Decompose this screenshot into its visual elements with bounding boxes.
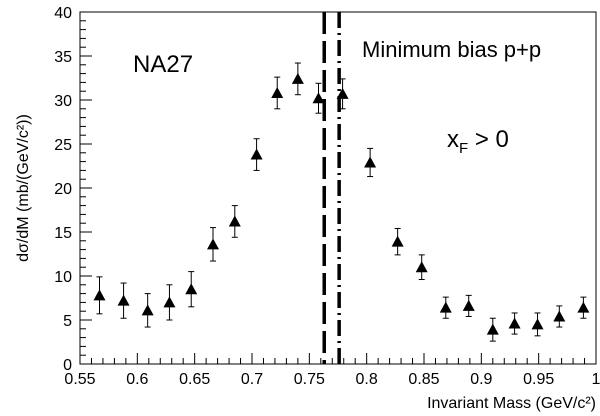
y-axis: 0 5 10 15 20 25 30 35 40 — [54, 5, 92, 374]
data-point — [486, 317, 499, 342]
triangle-marker — [336, 87, 349, 99]
triangle-marker — [508, 317, 521, 329]
y-tick-label: 25 — [54, 137, 72, 154]
data-point — [291, 62, 304, 96]
triangle-marker — [291, 72, 304, 84]
y-axis-title: dσ/dM (mb/(GeV/c²)) — [15, 114, 32, 262]
triangle-marker — [462, 299, 475, 311]
data-point — [228, 205, 241, 238]
cut-main: x — [447, 126, 459, 153]
vertical-lines — [322, 12, 341, 364]
data-point — [93, 276, 106, 315]
data-point — [141, 293, 154, 328]
triangle-marker — [486, 323, 499, 335]
x-tick-label: 0.7 — [241, 371, 263, 388]
data-point — [312, 82, 325, 114]
data-point — [271, 76, 284, 110]
triangle-marker — [117, 294, 130, 306]
triangle-marker — [185, 283, 198, 295]
x-axis-title: Invariant Mass (GeV/c²) — [427, 395, 596, 412]
triangle-marker — [163, 296, 176, 308]
data-point — [577, 296, 590, 319]
triangle-marker — [553, 310, 566, 322]
data-point — [117, 282, 130, 319]
triangle-marker — [364, 156, 377, 168]
triangle-marker — [93, 289, 106, 301]
x-tick-label: 0.85 — [408, 371, 439, 388]
x-tick-label: 0.6 — [126, 371, 148, 388]
process-label: Minimum bias p+p — [362, 37, 541, 62]
x-tick-label: 1 — [592, 371, 600, 388]
triangle-marker — [228, 215, 241, 227]
data-point — [462, 294, 475, 317]
y-tick-label: 5 — [63, 313, 72, 330]
data-point — [185, 271, 198, 308]
x-tick-label: 0.65 — [179, 371, 210, 388]
triangle-marker — [312, 92, 325, 104]
y-tick-label: 30 — [54, 93, 72, 110]
data-point — [163, 284, 176, 321]
y-tick-label: 40 — [54, 5, 72, 22]
cut-label: xF > 0 — [447, 126, 509, 157]
data-point — [439, 296, 452, 319]
y-tick-label: 0 — [63, 357, 72, 374]
triangle-marker — [250, 148, 263, 160]
data-series — [93, 62, 590, 342]
cut-rest: > 0 — [468, 126, 509, 153]
triangle-marker — [531, 318, 544, 330]
triangle-marker — [439, 301, 452, 313]
triangle-marker — [271, 86, 284, 98]
data-point — [415, 254, 428, 281]
triangle-marker — [415, 261, 428, 273]
y-tick-label: 35 — [54, 49, 72, 66]
cut-subscript: F — [459, 140, 468, 157]
y-tick-label: 15 — [54, 225, 72, 242]
data-point — [207, 227, 220, 262]
x-tick-label: 0.95 — [523, 371, 554, 388]
data-point — [531, 312, 544, 337]
triangle-marker — [207, 238, 220, 250]
data-point — [364, 147, 377, 178]
data-point — [250, 138, 263, 171]
y-tick-label: 20 — [54, 181, 72, 198]
y-tick-label: 10 — [54, 269, 72, 286]
x-tick-label: 0.75 — [294, 371, 325, 388]
triangle-marker — [577, 301, 590, 313]
x-axis: 0.55 0.6 0.65 0.7 0.75 0.8 0.85 0.9 0.95 1 — [64, 353, 600, 388]
data-point — [553, 305, 566, 328]
triangle-marker — [141, 304, 154, 316]
x-tick-label: 0.9 — [470, 371, 492, 388]
data-point — [391, 227, 404, 256]
data-point — [508, 312, 521, 335]
triangle-marker — [391, 235, 404, 247]
x-tick-label: 0.55 — [64, 371, 95, 388]
x-tick-label: 0.8 — [356, 371, 378, 388]
data-point — [336, 78, 349, 110]
experiment-label: NA27 — [133, 51, 193, 78]
